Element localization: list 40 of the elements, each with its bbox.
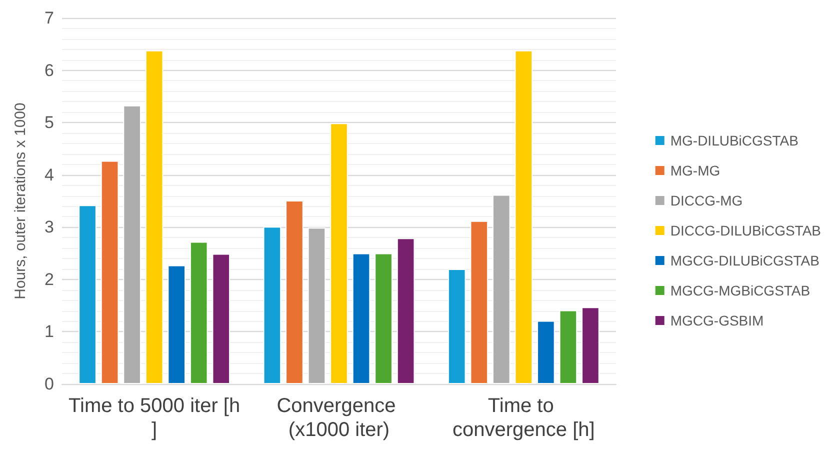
y-tick-label: 3 <box>44 218 54 237</box>
y-tick-label: 4 <box>44 165 54 184</box>
bar <box>559 310 578 384</box>
bar <box>100 160 119 384</box>
y-axis-title: Hours, outer iterations x 1000 <box>12 102 29 300</box>
bar <box>330 123 348 384</box>
bar <box>212 254 230 384</box>
y-tick-label: 2 <box>44 270 54 289</box>
bar <box>168 265 186 384</box>
bar <box>123 105 141 384</box>
legend-label: MGCG-MGBiCGSTAB <box>670 282 810 298</box>
bar <box>396 238 415 384</box>
legend-label: MGCG-GSBIM <box>670 312 764 328</box>
legend-label: MGCG-DILUBiCGSTAB <box>670 252 820 268</box>
bar <box>374 253 392 384</box>
x-tick-label: Time to convergence [h] <box>452 395 595 441</box>
bar <box>514 50 533 384</box>
legend-label: MG-MG <box>670 162 720 178</box>
bar <box>537 320 555 384</box>
bar <box>448 268 466 384</box>
bar <box>470 220 488 384</box>
y-tick-label: 0 <box>44 374 54 394</box>
bar <box>308 228 326 384</box>
bar <box>263 226 282 384</box>
legend-label: DICCG-DILUBiCGSTAB <box>670 222 822 238</box>
bar <box>582 307 600 384</box>
bar <box>145 50 164 384</box>
x-tick-label: Convergence (x1000 iter) <box>276 395 402 441</box>
bar <box>286 200 304 384</box>
bar <box>492 194 510 384</box>
legend-label: MG-DILUBiCGSTAB <box>670 132 798 148</box>
bar <box>190 242 208 384</box>
bar <box>352 253 370 384</box>
y-tick-label: 6 <box>44 60 54 80</box>
y-tick-label: 1 <box>44 322 54 342</box>
bar <box>78 205 96 384</box>
legend-label: DICCG-MG <box>670 192 743 208</box>
y-tick-label: 7 <box>44 8 54 28</box>
y-tick-label: 5 <box>44 113 54 132</box>
x-tick-label: Time to 5000 iter [h] <box>68 395 240 441</box>
